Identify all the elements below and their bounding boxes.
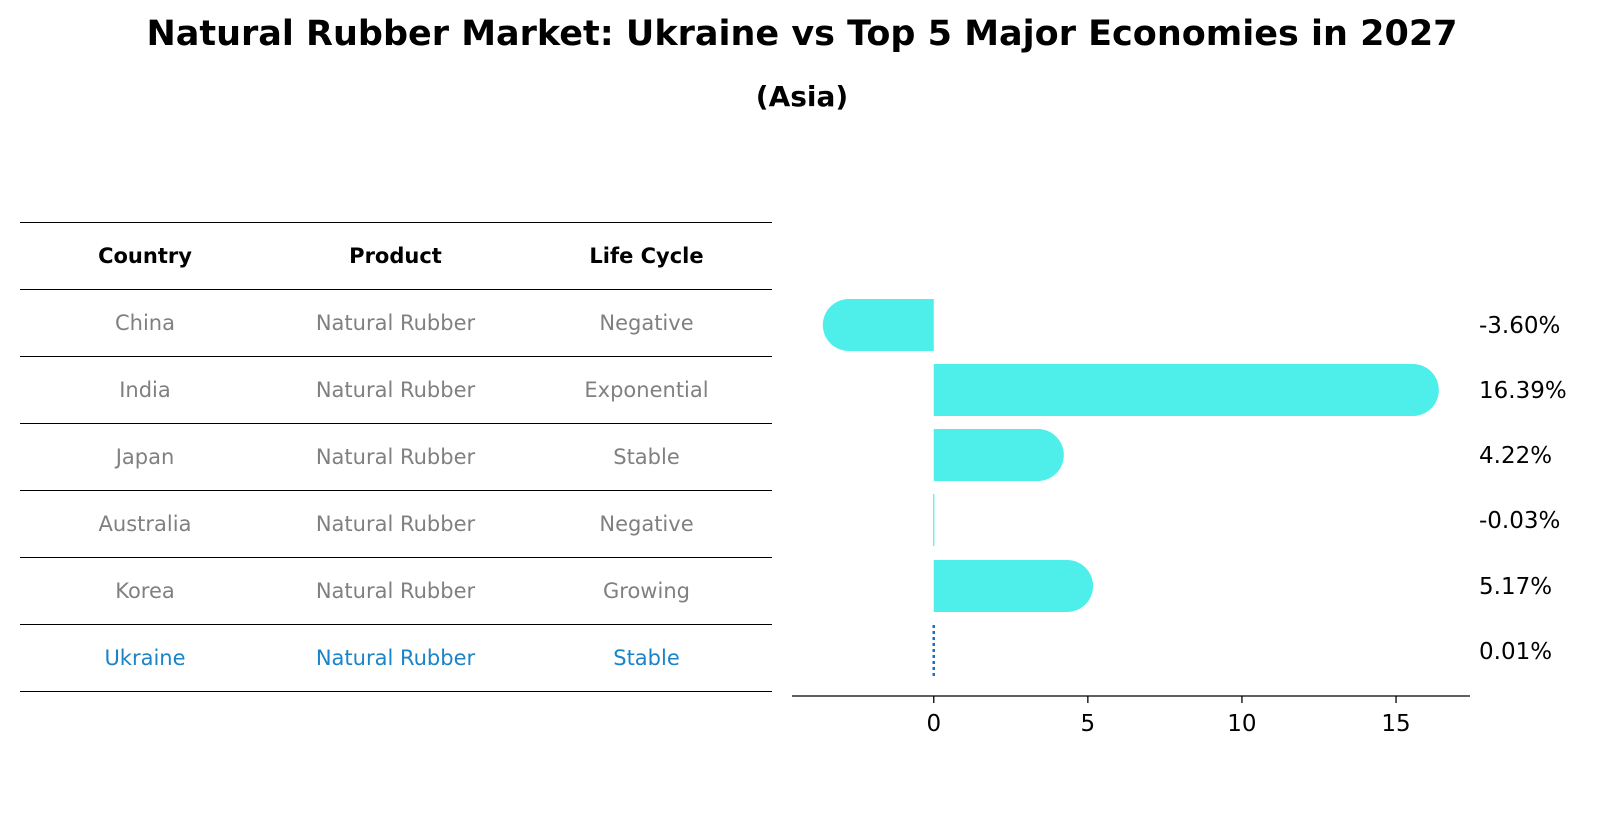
table-header-row: Country Product Life Cycle	[20, 222, 772, 289]
country-cell: Australia	[98, 512, 192, 536]
country-cell: Korea	[115, 579, 175, 603]
country-cell: Japan	[115, 445, 175, 469]
chart-subtitle: (Asia)	[755, 80, 849, 113]
table-row: Korea Natural Rubber Growing	[20, 557, 772, 624]
life-cycle-cell: Exponential	[584, 378, 709, 402]
bar-india	[933, 364, 1439, 416]
value-label: -0.03%	[1479, 508, 1560, 534]
life-cycle-cell: Growing	[603, 579, 690, 603]
table-row: China Natural Rubber Negative	[20, 289, 772, 356]
life-cycle-cell: Stable	[613, 445, 680, 469]
chart-title: Natural Rubber Market: Ukraine vs Top 5 …	[146, 14, 1458, 54]
x-tick-label: 5	[1081, 711, 1096, 737]
product-cell: Natural Rubber	[315, 378, 476, 402]
table-row: Australia Natural Rubber Negative	[20, 490, 772, 557]
product-cell: Natural Rubber	[315, 512, 476, 536]
life-cycle-cell: Stable	[613, 646, 680, 670]
bar-japan	[933, 429, 1064, 481]
value-label: 16.39%	[1479, 378, 1567, 404]
life-cycle-cell: Negative	[599, 512, 694, 536]
header-country: Country	[98, 244, 192, 268]
product-cell: Natural Rubber	[315, 445, 476, 469]
data-table: Country Product Life Cycle China Natural…	[20, 222, 772, 692]
country-cell: Ukraine	[104, 646, 186, 670]
bar-china	[822, 299, 934, 351]
value-label: 5.17%	[1479, 574, 1552, 600]
x-tick-label: 0	[926, 711, 941, 737]
country-cell: India	[119, 378, 171, 402]
header-life-cycle: Life Cycle	[589, 244, 704, 268]
bar-korea	[933, 560, 1094, 612]
product-cell: Natural Rubber	[315, 311, 476, 335]
life-cycle-cell: Negative	[599, 311, 694, 335]
x-tick-label: 15	[1381, 711, 1410, 737]
x-tick-label: 10	[1227, 711, 1256, 737]
value-label: 0.01%	[1479, 639, 1552, 665]
table-row-highlighted: Ukraine Natural Rubber Stable	[20, 624, 772, 692]
country-cell: China	[115, 311, 175, 335]
value-label: -3.60%	[1479, 313, 1560, 339]
product-cell: Natural Rubber	[315, 646, 476, 670]
value-label: 4.22%	[1479, 443, 1552, 469]
table-row: Japan Natural Rubber Stable	[20, 423, 772, 490]
header-product: Product	[349, 244, 442, 268]
product-cell: Natural Rubber	[315, 579, 476, 603]
table-row: India Natural Rubber Exponential	[20, 356, 772, 423]
